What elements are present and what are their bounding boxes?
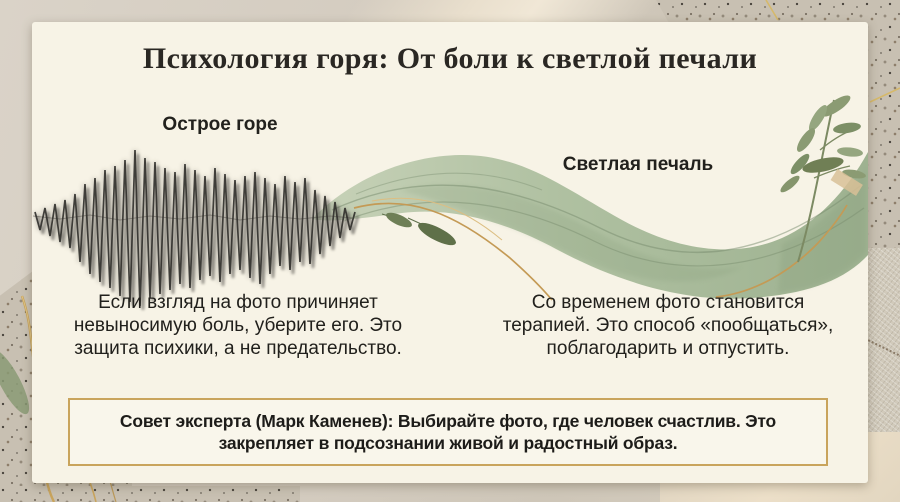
expert-tip-text: Совет эксперта (Марк Каменев): Выбирайте…	[119, 411, 777, 453]
stage-description-light: Со временем фото становится терапией. Эт…	[502, 292, 834, 359]
stage-description-acute: Если взгляд на фото причиняет невыносиму…	[73, 292, 403, 359]
stone-texture-top-right	[656, 0, 900, 26]
green-watercolor-ribbon-icon	[312, 152, 868, 299]
stage-label-acute: Острое горе	[162, 114, 278, 135]
gold-thread-icon	[353, 197, 848, 301]
page-title: Психология горя: От боли к светлой печал…	[142, 42, 758, 75]
grief-transition-illustration	[32, 95, 868, 311]
stage-label-light: Светлая печаль	[562, 154, 714, 175]
olive-branch-icon	[780, 95, 866, 263]
washi-tape-icon	[830, 168, 863, 196]
slide-card: Психология горя: От боли к светлой печал…	[32, 22, 868, 483]
linen-fabric-right	[854, 248, 900, 434]
olive-leaf-icon	[381, 212, 456, 246]
expert-tip-box: Совет эксперта (Марк Каменев): Выбирайте…	[68, 398, 828, 466]
stone-texture-right-edge	[864, 0, 900, 262]
stone-texture-bottom-strip	[0, 486, 300, 502]
charcoal-waveform-icon	[32, 149, 360, 311]
